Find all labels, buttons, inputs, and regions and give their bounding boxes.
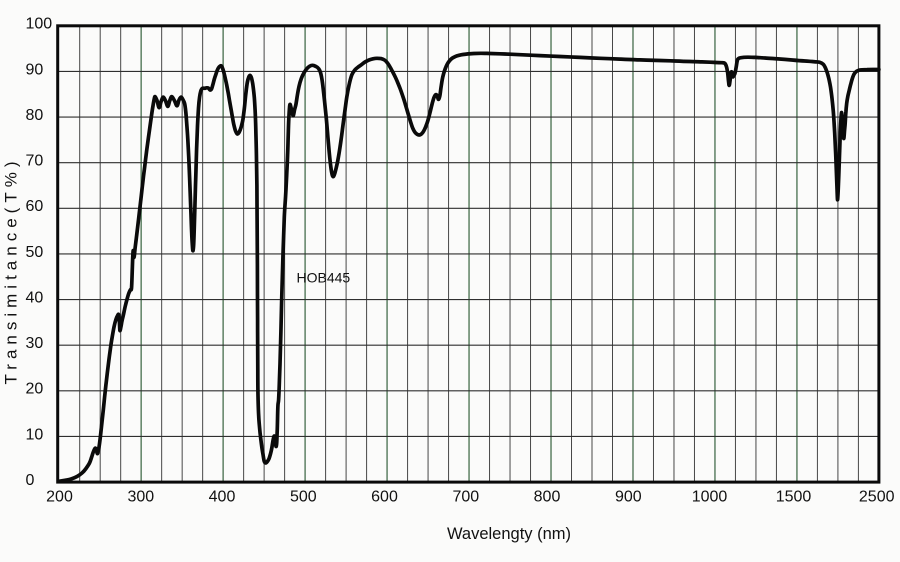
svg-text:1500: 1500 [776, 488, 812, 505]
svg-text:200: 200 [46, 488, 73, 505]
svg-text:70: 70 [26, 153, 44, 170]
svg-text:800: 800 [534, 488, 561, 505]
svg-text:40: 40 [26, 290, 44, 307]
svg-text:Wavelengty (nm): Wavelengty (nm) [447, 525, 571, 543]
svg-text:80: 80 [26, 107, 44, 124]
svg-text:50: 50 [26, 244, 44, 261]
svg-text:600: 600 [371, 488, 398, 505]
svg-text:Transimitance(T%): Transimitance(T%) [2, 157, 21, 385]
svg-text:0: 0 [26, 472, 35, 489]
svg-text:700: 700 [452, 488, 479, 505]
svg-text:900: 900 [615, 488, 642, 505]
svg-text:300: 300 [127, 488, 154, 505]
svg-text:60: 60 [26, 198, 44, 215]
svg-text:400: 400 [209, 488, 236, 505]
svg-text:HOB445: HOB445 [297, 270, 351, 286]
svg-text:90: 90 [26, 61, 44, 78]
svg-text:30: 30 [26, 335, 44, 352]
svg-text:1000: 1000 [692, 488, 728, 505]
svg-text:100: 100 [26, 16, 53, 33]
svg-text:2500: 2500 [859, 488, 895, 505]
svg-text:500: 500 [290, 488, 317, 505]
svg-text:10: 10 [26, 426, 44, 443]
svg-text:20: 20 [26, 381, 44, 398]
